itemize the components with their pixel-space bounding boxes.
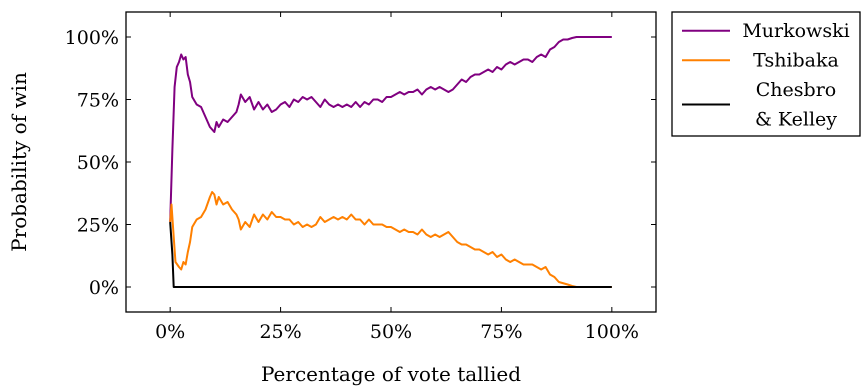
x-axis-label: Percentage of vote tallied — [261, 362, 521, 386]
legend-label: Tshibaka — [753, 50, 839, 72]
y-tick-label: 50% — [77, 152, 119, 174]
series-line-chesbro-kelley — [170, 222, 612, 287]
x-tick-label: 50% — [370, 321, 412, 343]
legend-label: & Kelley — [755, 109, 837, 131]
plot-frame — [126, 12, 656, 312]
y-tick-label: 25% — [77, 215, 119, 237]
series-line-tshibaka — [170, 192, 612, 287]
y-tick-label: 100% — [65, 27, 119, 49]
y-axis-label: Probability of win — [7, 72, 31, 252]
legend-label: Murkowski — [742, 20, 849, 42]
y-tick-label: 75% — [77, 90, 119, 112]
legend-label: Chesbro — [756, 79, 836, 101]
legend: Murkowski Tshibaka Chesbro & Kelley — [672, 12, 860, 136]
x-tick-label: 0% — [155, 321, 185, 343]
ticks-layer: 0% 25% 50% 75% 100% 0% 25% 50% 75% 100% — [65, 12, 656, 343]
y-tick-label: 0% — [89, 277, 119, 299]
series-layer — [170, 37, 612, 287]
x-tick-label: 75% — [480, 321, 522, 343]
series-line-murkowski — [170, 37, 612, 222]
x-tick-label: 25% — [259, 321, 301, 343]
x-tick-label: 100% — [585, 321, 639, 343]
